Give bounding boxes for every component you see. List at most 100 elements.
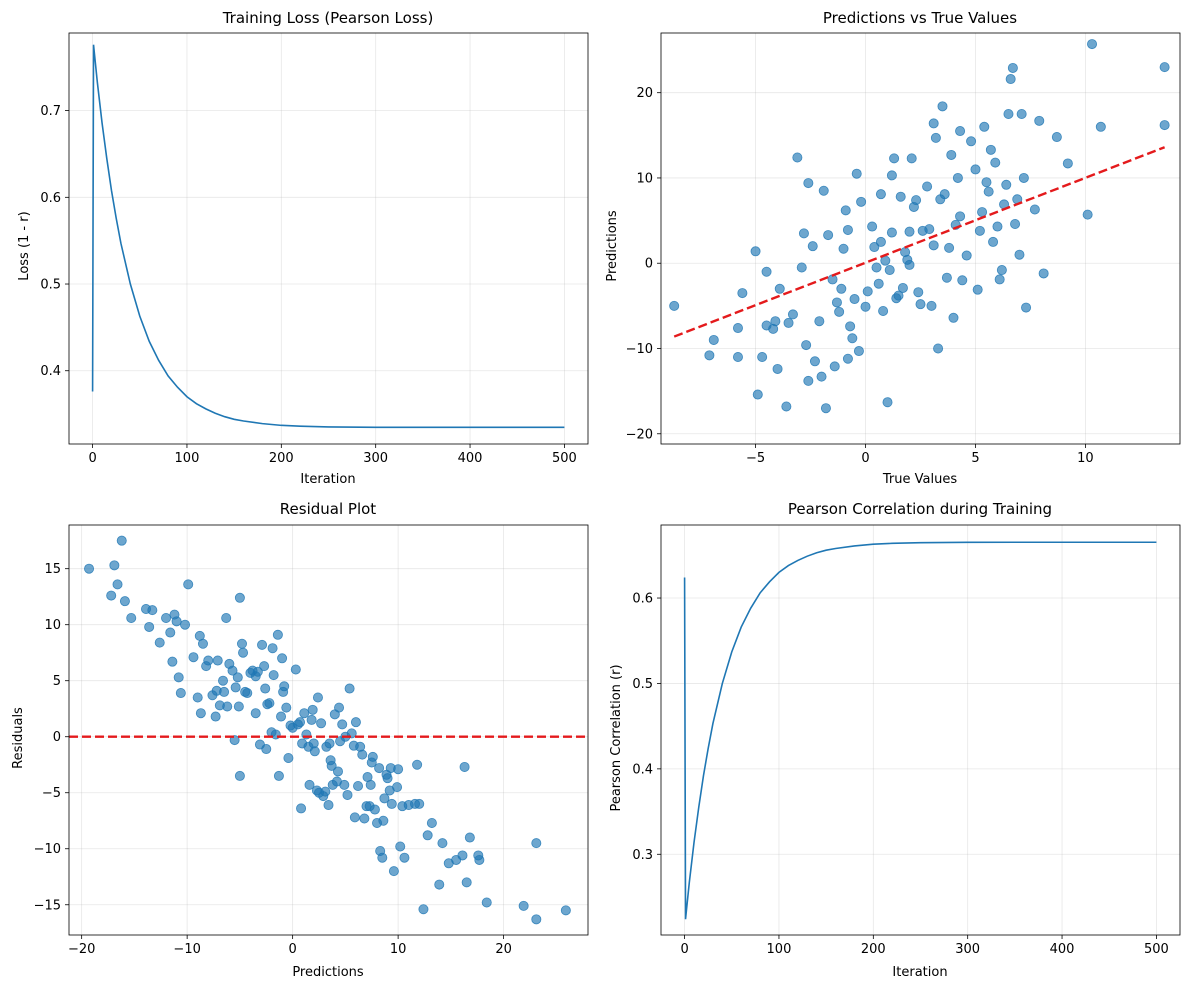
data-point [188,652,199,663]
axes-frame [68,32,589,445]
data-point [928,118,939,129]
plot-area: −20 −10 0 10 20 −15 −10 −5 0 5 10 15 [34,524,589,957]
data-point [268,670,279,681]
y-tick-label: 0 [53,730,61,745]
data-point [359,813,370,824]
data-point [320,786,331,797]
data-point [952,172,963,183]
x-tick-label: 200 [269,451,294,466]
data-point [165,627,176,638]
data-point [838,243,849,254]
data-point [792,152,803,163]
y-tick-label: −5 [42,786,61,801]
data-point [295,717,306,728]
data-point [787,309,798,320]
axes-frame [660,524,1181,936]
data-point [803,178,814,189]
x-tick-label: 0 [680,942,688,957]
data-point [972,284,983,295]
data-point [820,403,831,414]
data-point [339,779,350,790]
data-point [175,688,186,699]
data-point [915,299,926,310]
reference-line [673,146,1166,338]
data-point [211,685,222,696]
data-point [304,779,315,790]
data-point [518,900,529,911]
data-point [377,852,388,863]
data-point [757,352,768,363]
series-line [683,541,1157,920]
y-tick-label: 0.6 [40,191,61,206]
x-axis-label: Iteration [300,472,355,487]
data-point [531,914,542,925]
x-axis-label: Iteration [892,965,947,980]
data-point [332,766,343,777]
data-point [481,897,492,908]
data-point [957,275,968,286]
data-point [1082,209,1093,220]
data-point [875,236,886,247]
data-point [911,195,922,206]
x-tick-label: 10 [390,942,407,957]
y-tick-label: 20 [636,86,653,101]
data-point [388,866,399,877]
data-point [353,781,364,792]
data-point [312,692,323,703]
data-point [1001,179,1012,190]
data-point [273,770,284,781]
data-point [836,283,847,294]
data-point [259,661,270,672]
y-axis-label: Loss (1 - r) [17,211,32,280]
plot-area: 0 100 200 300 400 500 0.4 0.5 0.6 0.7 [40,32,589,466]
data-point [161,612,172,623]
data-point [232,672,243,683]
data-point [342,789,353,800]
data-point [708,334,719,345]
x-tick-label: 400 [458,451,483,466]
data-point [831,297,842,308]
data-point [234,592,245,603]
data-point [895,191,906,202]
data-point [781,401,792,412]
panel-predictions-vs-true: Predictions vs True Values True Values P… [605,9,1181,487]
data-point [267,643,278,654]
x-tick-label: 10 [1077,451,1094,466]
data-point [985,144,996,155]
data-point [126,612,137,623]
data-point [437,838,448,849]
data-point [869,242,880,253]
data-point [948,312,959,323]
x-tick-label: 5 [971,451,979,466]
series-line [91,44,565,429]
data-point [307,704,318,715]
data-point [560,905,571,916]
x-tick-label: −5 [746,451,765,466]
data-point [933,343,944,354]
data-point [154,637,165,648]
y-tick-label: 0.4 [40,364,61,379]
data-point [167,656,178,667]
data-point [195,708,206,719]
data-point [893,290,904,301]
data-point [926,300,937,311]
data-point [970,164,981,175]
y-axis-label: Residuals [11,707,26,769]
data-point [871,262,882,273]
data-point [906,153,917,164]
data-point [1010,218,1021,229]
data-point [974,225,985,236]
data-point [750,246,761,257]
data-point [233,701,244,712]
y-axis-label: Pearson Correlation (r) [609,664,624,811]
data-point [1016,109,1027,120]
data-point [944,242,955,253]
y-tick-label: 15 [44,562,61,577]
data-point [798,228,809,239]
data-point [882,397,893,408]
plot-area: −5 0 5 10 −20 −10 0 10 20 [626,32,1181,466]
data-point [119,596,130,607]
x-tick-label: 100 [767,942,792,957]
data-point [309,746,320,757]
